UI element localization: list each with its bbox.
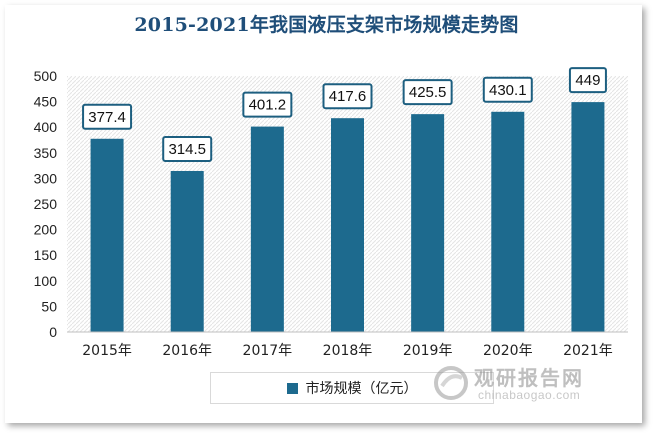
bar	[411, 114, 445, 332]
legend: 市场规模（亿元）	[210, 372, 494, 404]
y-tick-label: 300	[34, 170, 58, 186]
x-tick-label: 2017年	[243, 343, 293, 359]
watermark-url: chinabaogao.com	[478, 388, 581, 402]
watermark-logo-icon	[434, 366, 468, 400]
watermark: 观研报告网 chinabaogao.com	[428, 360, 638, 410]
watermark-text: 观研报告网	[474, 366, 584, 390]
bar	[571, 102, 605, 332]
y-tick-label: 350	[34, 145, 58, 161]
x-tick-label: 2015年	[82, 343, 132, 359]
bar	[170, 170, 204, 332]
bar	[331, 118, 364, 332]
y-tick-label: 250	[34, 196, 58, 212]
data-label: 401.2	[249, 97, 287, 114]
data-label: 449	[575, 72, 600, 89]
data-label-box	[82, 103, 133, 130]
data-label-box	[162, 135, 213, 162]
x-tick-label: 2020年	[483, 343, 533, 359]
bar	[491, 111, 525, 332]
y-tick-label: 50	[41, 298, 57, 314]
data-label-box	[482, 76, 533, 103]
legend-label: 市场规模（亿元）	[305, 381, 418, 397]
x-tick-label: 2021年	[563, 343, 613, 359]
y-tick-label: 150	[34, 247, 58, 263]
y-tick-label: 450	[34, 94, 58, 110]
x-tick-label: 2016年	[162, 343, 212, 359]
bar	[250, 126, 284, 332]
data-label-box	[402, 79, 453, 106]
data-label: 417.6	[329, 88, 367, 105]
y-tick-label: 400	[34, 119, 58, 135]
y-tick-label: 200	[34, 222, 58, 238]
legend-swatch	[286, 382, 298, 394]
data-label-box	[568, 67, 607, 94]
chart-title: 2015-2021年我国液压支架市场规模走势图	[134, 14, 519, 36]
y-tick-label: 500	[34, 68, 58, 84]
bar	[90, 138, 124, 332]
data-label: 425.5	[409, 84, 447, 101]
y-tick-label: 0	[49, 324, 57, 340]
data-label: 377.4	[88, 109, 126, 126]
x-tick-label: 2018年	[323, 343, 373, 359]
data-label: 430.1	[489, 82, 527, 99]
data-label: 314.5	[168, 141, 206, 158]
x-tick-label: 2019年	[403, 343, 453, 359]
data-label-box	[242, 91, 293, 118]
y-tick-label: 100	[34, 273, 58, 289]
data-label-box	[322, 83, 373, 110]
